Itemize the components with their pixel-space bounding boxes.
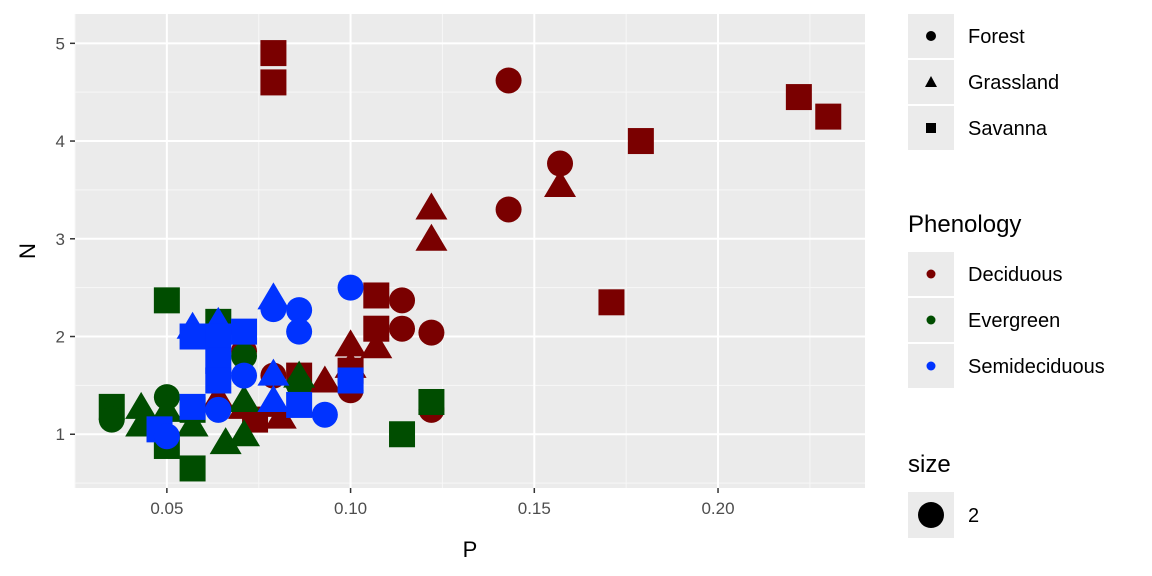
data-point-evergreen-triangle xyxy=(150,394,183,422)
deciduous-dot-icon xyxy=(926,269,936,279)
legend-label-grassland: Grassland xyxy=(968,72,1059,94)
x-tick-label: 0.15 xyxy=(518,499,551,518)
minor-gridlines xyxy=(74,14,865,488)
data-point-deciduous-circle xyxy=(418,319,445,346)
data-point-deciduous-square xyxy=(260,69,287,96)
data-point-evergreen-square xyxy=(389,421,416,448)
y-tick-label: 2 xyxy=(56,328,65,347)
y-tick-label: 5 xyxy=(56,34,65,53)
data-point-deciduous-circle xyxy=(495,67,522,94)
data-point-evergreen-triangle xyxy=(228,385,261,413)
data-point-semideciduous-circle xyxy=(153,423,180,450)
size-dot-icon xyxy=(918,502,944,528)
data-point-deciduous-square xyxy=(260,40,287,67)
data-point-deciduous-triangle xyxy=(334,329,367,357)
data-point-evergreen-triangle xyxy=(176,409,209,437)
data-point-deciduous-triangle xyxy=(264,401,297,429)
x-tick-label: 0.20 xyxy=(701,499,734,518)
data-point-semideciduous-circle xyxy=(311,401,338,428)
data-point-deciduous-triangle xyxy=(360,331,393,359)
data-point-semideciduous-circle xyxy=(286,318,313,345)
square-icon xyxy=(926,123,936,133)
data-point-semideciduous-triangle xyxy=(257,385,290,413)
data-point-deciduous-triangle xyxy=(308,365,341,393)
legend-label-evergreen: Evergreen xyxy=(968,310,1060,332)
data-point-deciduous-circle xyxy=(547,150,574,177)
legend-label-semideciduous: Semideciduous xyxy=(968,356,1105,378)
legend-title-phenology: Phenology xyxy=(908,211,1021,238)
semideciduous-dot-icon xyxy=(926,361,936,371)
legend-label-savanna: Savanna xyxy=(968,118,1048,140)
y-axis-title: N xyxy=(15,243,40,259)
data-point-evergreen-circle xyxy=(98,406,125,433)
y-axis-ticks: 1 2 3 4 5 xyxy=(56,34,75,444)
data-point-semideciduous-circle xyxy=(205,396,232,423)
shape-legend: Forest Grassland Savanna xyxy=(908,14,1059,150)
legend-label-size: 2 xyxy=(968,505,979,527)
data-point-semideciduous-square xyxy=(231,318,258,345)
data-point-semideciduous-circle xyxy=(337,274,364,301)
data-point-deciduous-square xyxy=(627,128,654,155)
data-points xyxy=(98,40,842,482)
data-point-deciduous-square xyxy=(815,103,842,130)
y-tick-label: 1 xyxy=(56,425,65,444)
x-axis-title: P xyxy=(463,537,478,562)
data-point-semideciduous-circle xyxy=(260,296,287,323)
data-point-semideciduous-circle xyxy=(231,362,258,389)
data-point-semideciduous-square xyxy=(286,391,313,418)
data-point-deciduous-triangle xyxy=(544,170,577,198)
data-point-evergreen-triangle xyxy=(125,391,158,419)
data-point-semideciduous-square xyxy=(205,367,232,394)
legend-label-forest: Forest xyxy=(968,26,1025,48)
data-point-deciduous-triangle xyxy=(415,192,448,220)
data-point-deciduous-square xyxy=(785,84,812,111)
phenology-legend: Phenology Deciduous Evergreen Semidecidu… xyxy=(908,211,1105,388)
x-tick-label: 0.10 xyxy=(334,499,367,518)
legend-title-size: size xyxy=(908,451,951,478)
data-point-evergreen-triangle xyxy=(209,427,242,455)
data-point-evergreen-circle xyxy=(286,372,313,399)
data-point-semideciduous-triangle xyxy=(257,358,290,386)
evergreen-dot-icon xyxy=(926,315,936,325)
y-tick-label: 4 xyxy=(56,132,65,151)
data-point-semideciduous-square xyxy=(337,367,364,394)
triangle-icon xyxy=(925,76,937,87)
data-point-deciduous-circle xyxy=(495,196,522,223)
data-point-evergreen-square xyxy=(418,388,445,415)
data-point-semideciduous-square xyxy=(179,393,206,420)
data-point-evergreen-circle xyxy=(231,343,258,370)
data-point-deciduous-triangle xyxy=(415,223,448,251)
circle-icon xyxy=(926,31,936,41)
legend-label-deciduous: Deciduous xyxy=(968,264,1063,286)
x-axis-ticks: 0.05 0.10 0.15 0.20 xyxy=(150,488,735,518)
data-point-evergreen-triangle xyxy=(228,419,261,447)
data-point-semideciduous-circle xyxy=(286,297,313,324)
data-point-semideciduous-square xyxy=(179,323,206,350)
data-point-deciduous-square xyxy=(363,282,390,309)
x-tick-label: 0.05 xyxy=(150,499,183,518)
data-point-deciduous-square xyxy=(598,289,625,316)
data-point-deciduous-circle xyxy=(389,315,416,342)
data-point-evergreen-square xyxy=(179,455,206,482)
y-tick-label: 3 xyxy=(56,230,65,249)
data-point-semideciduous-square xyxy=(205,323,232,350)
data-point-deciduous-circle xyxy=(389,287,416,314)
data-point-evergreen-square xyxy=(153,287,180,314)
size-legend: size 2 xyxy=(908,451,979,538)
